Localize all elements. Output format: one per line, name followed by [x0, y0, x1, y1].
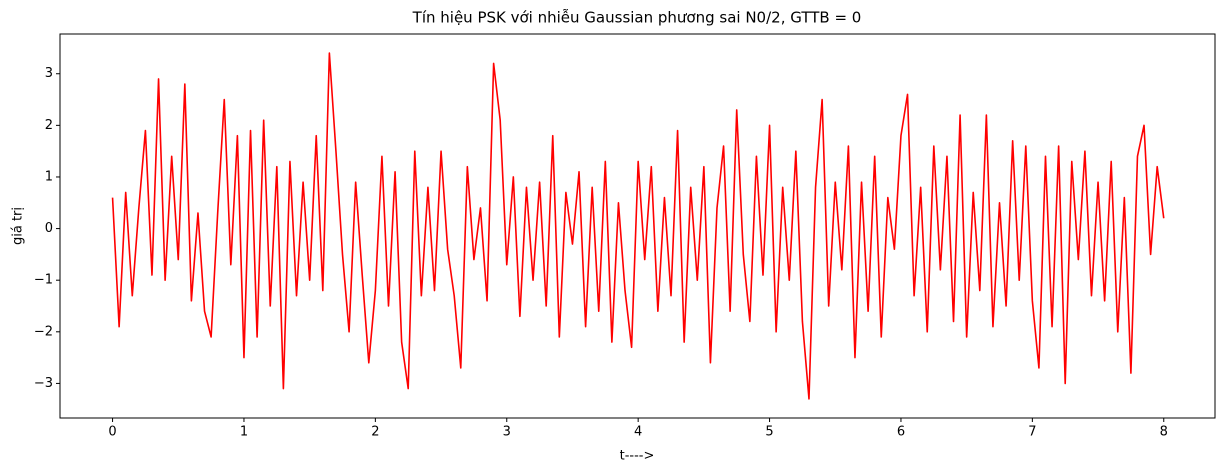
y-tick-label: 3 — [45, 66, 53, 81]
chart-title: Tín hiệu PSK với nhiễu Gaussian phương s… — [412, 9, 862, 27]
x-tick-label: 7 — [1028, 425, 1036, 440]
x-axis-label: t----> — [620, 449, 655, 464]
x-tick-label: 5 — [765, 425, 773, 440]
y-tick-label: 0 — [45, 221, 53, 236]
y-tick-label: 1 — [45, 169, 53, 184]
y-axis-label: giá trị — [11, 207, 26, 245]
x-tick-label: 1 — [240, 425, 248, 440]
x-tick-label: 0 — [108, 425, 116, 440]
data-line — [111, 52, 1165, 400]
x-tick-label: 8 — [1160, 425, 1168, 440]
plot-frame — [59, 33, 1216, 419]
x-tick-label: 2 — [371, 425, 379, 440]
y-tick-label: −2 — [34, 324, 53, 339]
x-tick-label: 6 — [897, 425, 905, 440]
y-tick-label: −3 — [34, 376, 53, 391]
y-tick-label: −1 — [34, 273, 53, 288]
y-tick-label: 2 — [45, 118, 53, 133]
x-tick-label: 3 — [503, 425, 511, 440]
x-tick-label: 4 — [634, 425, 642, 440]
